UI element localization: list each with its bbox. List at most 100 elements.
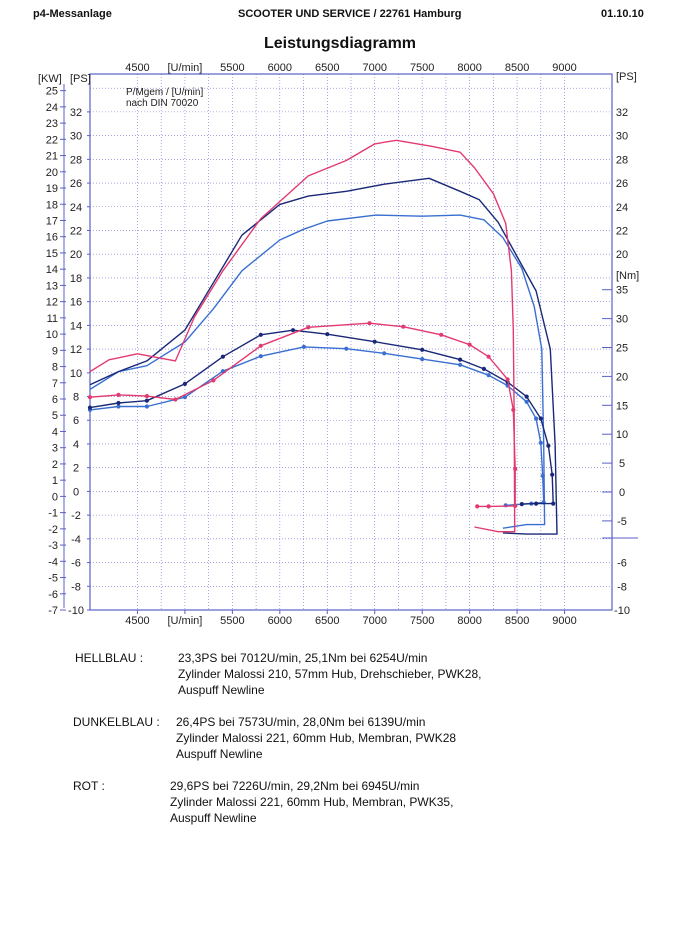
torque-point: [372, 339, 377, 344]
x-tick-label-bottom: 4500: [125, 615, 149, 627]
nm-tick-label: 10: [616, 429, 628, 441]
x-tick-label-top: 8500: [505, 62, 529, 74]
legend-exhaust: Auspuff Newline: [170, 811, 257, 825]
torque-point: [116, 392, 121, 397]
legend-cylinder: Zylinder Malossi 210, 57mm Hub, Drehschi…: [178, 667, 482, 681]
torque-point: [87, 395, 93, 400]
torque-point: [513, 503, 518, 508]
legend-peak-values: 23,3PS bei 7012U/min, 25,1Nm bei 6254U/m…: [178, 651, 428, 665]
kw-tick-label: -5: [48, 573, 58, 585]
nm-tick-label: 25: [616, 343, 628, 355]
torque-point: [87, 405, 93, 410]
torque-point: [420, 347, 425, 352]
ps-tick-label-right: 28: [616, 154, 628, 166]
kw-tick-label: -6: [48, 589, 58, 601]
ps-tick-label-right: 30: [616, 131, 628, 143]
x-tick-label-bottom: [U/min]: [167, 615, 202, 627]
ps-tick-label-left: -4: [71, 534, 81, 546]
x-tick-label-top: 6000: [268, 62, 292, 74]
nm-tick-label: 30: [616, 314, 628, 326]
kw-tick-label: -1: [48, 508, 58, 520]
header-center: SCOOTER UND SERVICE / 22761 Hamburg: [238, 8, 462, 20]
torque-point: [481, 366, 486, 371]
header-left: p4-Messanlage: [33, 8, 112, 20]
torque-point: [367, 321, 372, 326]
power-curve-rot: [89, 139, 516, 533]
nm-tick-label: 5: [619, 458, 625, 470]
ps-tick-label-left: 16: [70, 297, 82, 309]
torque-point: [290, 328, 296, 333]
torque-point: [258, 343, 263, 348]
ps-tick-label-left: 28: [70, 154, 82, 166]
torque-point: [382, 351, 387, 356]
legend-cylinder: Zylinder Malossi 221, 60mm Hub, Membran,…: [170, 795, 454, 809]
ps-tick-label-right: 20: [616, 249, 628, 261]
power-curve-dunkelblau: [89, 177, 558, 535]
torque-point: [524, 399, 529, 404]
ps-tick-label-left: 12: [70, 344, 82, 356]
nm-tick-label: 35: [616, 285, 628, 297]
x-tick-label-bottom: 6500: [315, 615, 339, 627]
nm-tick-label: 20: [616, 371, 628, 383]
ps-tick-label-left: 22: [70, 225, 82, 237]
kw-tick-label: 23: [46, 118, 58, 130]
power-curve-hellblau: [89, 214, 546, 529]
nm-axis-label: [Nm]: [616, 270, 639, 282]
torque-point: [116, 404, 121, 409]
torque-point: [458, 357, 463, 362]
kw-tick-label: 10: [46, 329, 58, 341]
torque-point: [534, 416, 539, 421]
ps-tick-label-right: 26: [616, 178, 628, 190]
kw-tick-label: 14: [46, 264, 58, 276]
torque-point: [211, 378, 216, 383]
x-tick-label-top: 4500: [125, 62, 149, 74]
ps-tick-label-right: -8: [617, 581, 627, 593]
legend-peak-values: 26,4PS bei 7573U/min, 28,0Nm bei 6139U/m…: [176, 715, 426, 729]
torque-point: [258, 354, 263, 359]
ps-tick-label-left: 20: [70, 249, 82, 261]
torque-point: [486, 504, 491, 509]
kw-tick-label: 16: [46, 232, 58, 244]
kw-axis-label: [KW]: [38, 73, 62, 85]
torque-point: [538, 416, 543, 421]
ps-tick-label-left: 10: [70, 368, 82, 380]
ps-tick-label-left: 32: [70, 107, 82, 119]
torque-point: [513, 466, 518, 471]
torque-point: [220, 354, 225, 359]
x-tick-label-top: 8000: [457, 62, 481, 74]
chart-annotation-line2: nach DIN 70020: [126, 98, 199, 109]
kw-tick-label: 25: [46, 86, 58, 98]
torque-point: [475, 504, 480, 509]
ps-tick-label-left: 2: [73, 463, 79, 475]
kw-tick-label: 5: [52, 410, 58, 422]
torque-point: [306, 325, 311, 330]
torque-point: [439, 332, 444, 337]
kw-tick-label: -4: [48, 556, 58, 568]
x-tick-label-bottom: 7500: [410, 615, 434, 627]
kw-tick-label: 2: [52, 459, 58, 471]
x-tick-label-top: 7500: [410, 62, 434, 74]
torque-point: [486, 373, 491, 378]
torque-point: [182, 381, 187, 386]
torque-point: [144, 404, 149, 409]
torque-point: [538, 440, 543, 445]
kw-tick-label: 12: [46, 297, 58, 309]
chart-annotation-line1: P/Mgem / [U/min]: [126, 87, 203, 98]
torque-point: [505, 377, 510, 382]
torque-point: [546, 443, 551, 448]
ps-tick-label-left: -6: [71, 558, 81, 570]
kw-tick-label: 13: [46, 280, 58, 292]
ps-tick-label-left: 6: [73, 415, 79, 427]
x-tick-label-top: 6500: [315, 62, 339, 74]
torque-curve-dunkelblau: [89, 329, 554, 505]
ps-tick-label-right: 32: [616, 107, 628, 119]
torque-point: [116, 400, 121, 406]
legend-peak-values: 29,6PS bei 7226U/min, 29,2Nm bei 6945U/m…: [170, 779, 420, 793]
ps-tick-label-left: -10: [68, 605, 84, 617]
legend-name: DUNKELBLAU :: [73, 715, 160, 729]
kw-tick-label: 7: [52, 378, 58, 390]
kw-tick-label: 8: [52, 362, 58, 374]
x-tick-label-bottom: 5500: [220, 615, 244, 627]
kw-tick-label: 0: [52, 491, 58, 503]
kw-tick-label: 9: [52, 345, 58, 357]
